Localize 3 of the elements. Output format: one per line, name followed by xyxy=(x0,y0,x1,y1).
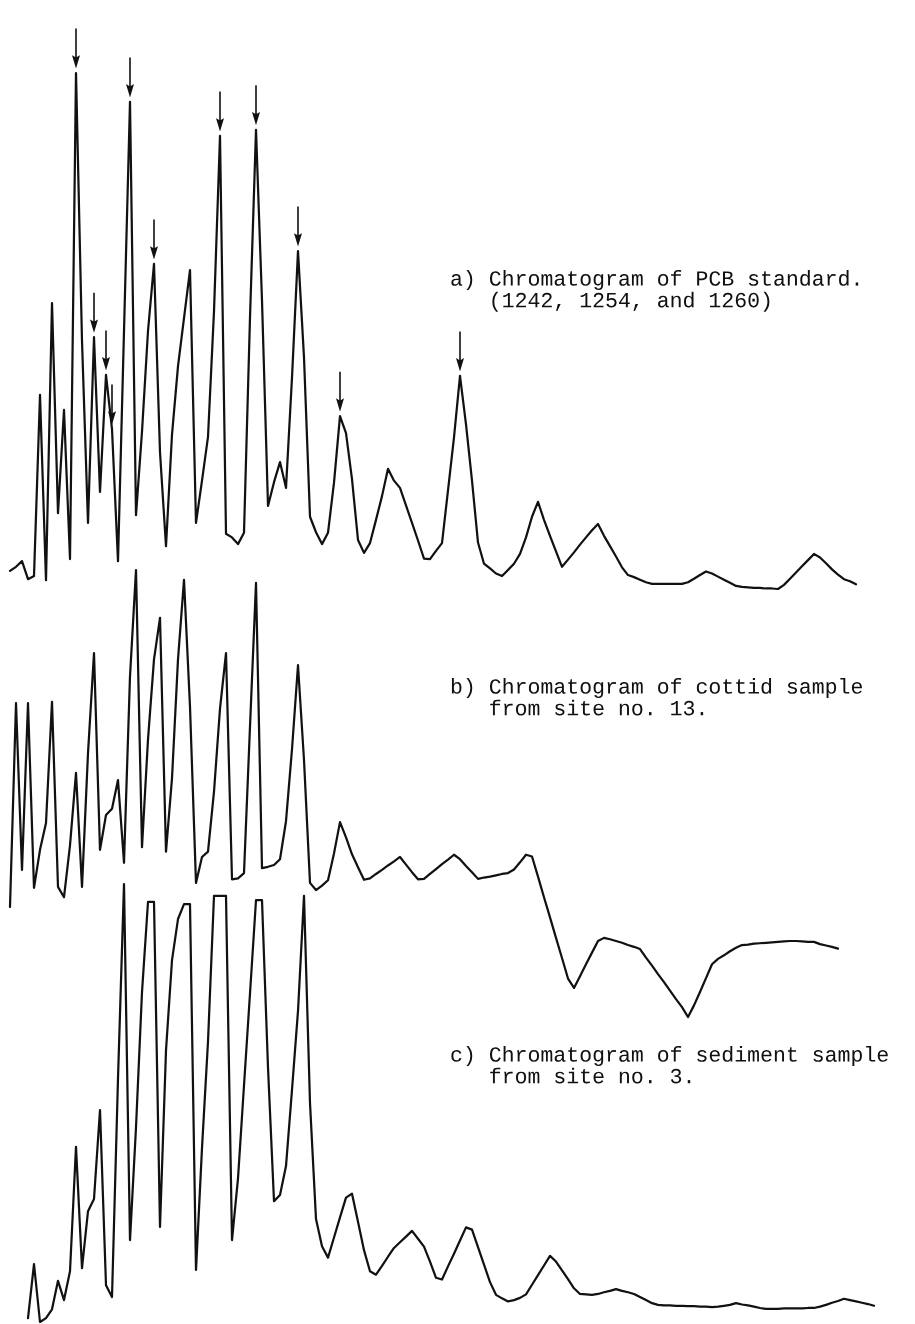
text: b) Chromatogram of cottid sample from site no. 13. xyxy=(451,678,862,716)
text: a) Chromatogram of PCB standard. (1242, 1254, and 1260) xyxy=(451,270,859,312)
text: c) Chromatogram of sediment sample from site no. 3. xyxy=(451,1046,888,1084)
